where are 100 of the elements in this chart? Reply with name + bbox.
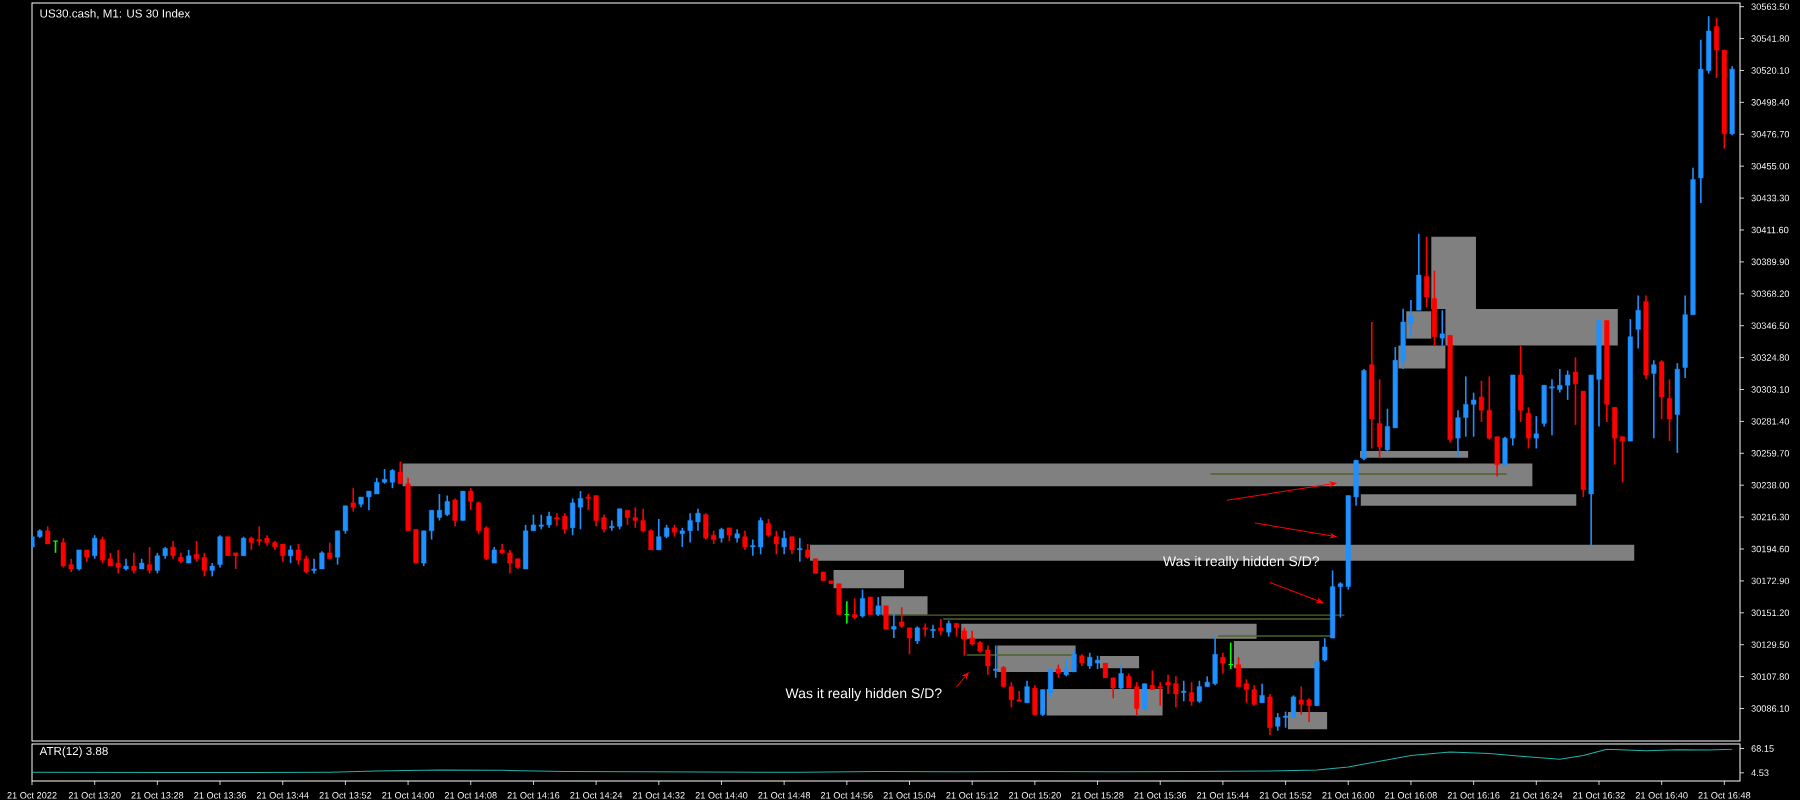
candlestick bbox=[1251, 684, 1257, 707]
x-tick-label: 21 Oct 16:08 bbox=[1385, 792, 1437, 799]
candlestick bbox=[687, 512, 693, 544]
x-tick-label: 21 Oct 13:52 bbox=[319, 792, 372, 799]
candlestick bbox=[507, 549, 513, 575]
candlestick bbox=[146, 546, 153, 575]
candlestick bbox=[585, 493, 591, 511]
chart-title: US30.cash, M1: US 30 Index bbox=[40, 9, 191, 19]
candlestick bbox=[1134, 681, 1140, 717]
candlestick bbox=[131, 552, 137, 575]
candlestick bbox=[985, 644, 991, 676]
annotation: Was it really hidden S/D? bbox=[785, 687, 942, 702]
y-tick-label: 30411.60 bbox=[1751, 226, 1789, 234]
candlestick bbox=[852, 597, 858, 620]
chart-title: ATR(12) 3.88 bbox=[39, 746, 108, 758]
y-tick-label: 30520.10 bbox=[1751, 67, 1790, 74]
candlestick bbox=[154, 552, 160, 575]
y-tick-label: 30389.90 bbox=[1751, 258, 1790, 266]
candlestick bbox=[1463, 375, 1469, 438]
candlestick bbox=[1157, 681, 1163, 707]
y-tick-label: 68.15 bbox=[1751, 745, 1774, 752]
candlestick bbox=[938, 618, 944, 636]
candlestick bbox=[797, 537, 803, 563]
candlestick bbox=[468, 487, 474, 511]
candlestick bbox=[1189, 681, 1195, 707]
y-tick-label: 30129.50 bbox=[1751, 641, 1790, 648]
candlestick bbox=[115, 549, 121, 575]
candlestick bbox=[617, 507, 623, 531]
candlestick bbox=[92, 534, 98, 560]
candlestick bbox=[1471, 391, 1477, 438]
candlestick bbox=[1557, 368, 1563, 394]
candlestick bbox=[742, 529, 748, 551]
x-tick-label: 21 Oct 15:12 bbox=[946, 792, 999, 799]
candlestick bbox=[1533, 415, 1539, 450]
candlestick bbox=[1651, 359, 1657, 439]
annotation: Was it really hidden S/D? bbox=[1163, 555, 1320, 569]
candlestick bbox=[695, 507, 701, 532]
candlestick bbox=[1024, 679, 1030, 704]
candlestick bbox=[1635, 294, 1641, 350]
y-tick-label: 30455.00 bbox=[1751, 162, 1790, 170]
candlestick bbox=[632, 506, 638, 529]
x-tick-label: 21 Oct 14:24 bbox=[570, 792, 623, 799]
y-tick-label: 30541.80 bbox=[1751, 35, 1790, 42]
x-tick-label: 21 Oct 13:44 bbox=[256, 792, 309, 799]
y-tick-label: 30346.50 bbox=[1751, 322, 1790, 329]
candlestick bbox=[1259, 682, 1265, 704]
x-tick-label: 21 Oct 14:00 bbox=[382, 792, 435, 799]
x-tick-label: 21 Oct 13:36 bbox=[194, 792, 246, 799]
candlestick bbox=[1047, 668, 1054, 698]
candlestick bbox=[1549, 378, 1555, 437]
candlestick bbox=[1572, 356, 1579, 426]
candlestick bbox=[781, 529, 787, 556]
candlestick bbox=[703, 512, 709, 541]
candlestick bbox=[444, 494, 450, 517]
candlestick bbox=[930, 624, 936, 639]
candlestick bbox=[750, 538, 756, 557]
x-tick-label: 21 Oct 15:28 bbox=[1071, 792, 1124, 799]
candlestick bbox=[350, 487, 356, 513]
candlestick bbox=[1478, 380, 1485, 423]
candlestick bbox=[554, 512, 560, 528]
candlestick bbox=[1196, 679, 1202, 704]
candlestick bbox=[1173, 675, 1179, 708]
candlestick bbox=[60, 537, 66, 569]
candlestick bbox=[1016, 690, 1022, 703]
candlestick bbox=[562, 512, 568, 535]
candlestick bbox=[1306, 697, 1312, 723]
candlestick bbox=[1118, 663, 1124, 691]
candlestick bbox=[656, 518, 662, 551]
candlestick bbox=[1181, 679, 1187, 703]
candlestick bbox=[1384, 407, 1390, 453]
x-tick-label: 21 Oct 16:48 bbox=[1698, 792, 1751, 799]
candlestick bbox=[1424, 235, 1430, 309]
x-tick-label: 21 Oct 2022 bbox=[7, 792, 57, 799]
x-tick-label: 21 Oct 14:48 bbox=[758, 792, 811, 799]
x-tick-label: 21 Oct 15:52 bbox=[1259, 792, 1312, 799]
y-tick-label: 30086.10 bbox=[1751, 705, 1790, 712]
candlestick bbox=[1110, 676, 1116, 700]
y-tick-label: 30259.70 bbox=[1751, 450, 1790, 457]
candlestick bbox=[961, 627, 967, 657]
candlestick bbox=[640, 507, 646, 534]
candlestick bbox=[538, 513, 544, 531]
y-tick-label: 30172.90 bbox=[1751, 577, 1790, 585]
candlestick bbox=[366, 490, 372, 511]
y-tick-label: 4.53 bbox=[1751, 769, 1769, 777]
y-tick-label: 30433.30 bbox=[1751, 194, 1790, 202]
candlestick bbox=[1220, 651, 1226, 675]
candlestick bbox=[1377, 378, 1383, 459]
y-tick-label: 30216.30 bbox=[1751, 513, 1790, 521]
candlestick bbox=[225, 535, 231, 557]
x-tick-label: 21 Oct 16:40 bbox=[1635, 792, 1688, 799]
candlestick bbox=[1149, 669, 1155, 691]
x-tick-label: 21 Oct 14:40 bbox=[695, 792, 748, 799]
x-tick-label: 21 Oct 14:56 bbox=[820, 792, 873, 799]
y-tick-label: 30238.00 bbox=[1751, 481, 1790, 489]
x-tick-label: 21 Oct 15:04 bbox=[883, 792, 936, 799]
y-tick-label: 30324.80 bbox=[1751, 354, 1790, 361]
candlestick bbox=[773, 529, 779, 556]
candlestick bbox=[1408, 299, 1414, 339]
x-tick-label: 21 Oct 14:08 bbox=[444, 792, 497, 799]
y-tick-label: 30281.40 bbox=[1751, 418, 1790, 425]
